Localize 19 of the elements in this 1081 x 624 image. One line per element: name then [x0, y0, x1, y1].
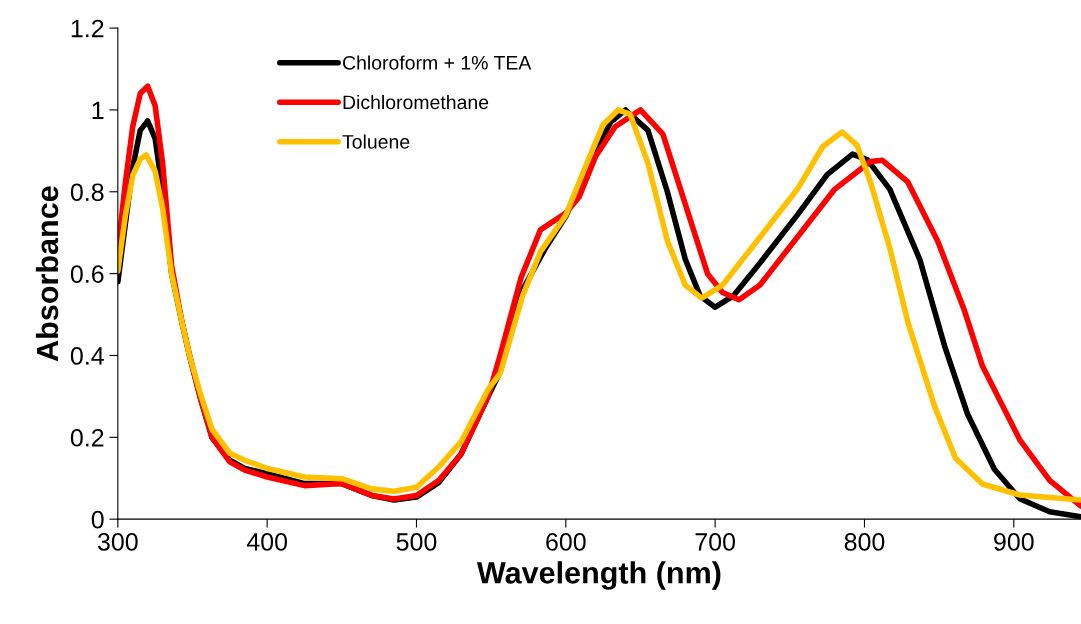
y-tick-label: 0.2	[70, 428, 104, 447]
y-tick-label: 0	[91, 510, 104, 529]
x-tick-label: 900	[994, 533, 1034, 551]
y-tick-label: 0.4	[70, 347, 104, 365]
x-tick-label: 800	[844, 533, 885, 551]
x-tick-label: 700	[695, 533, 736, 551]
y-tick-label: 1.2	[71, 19, 104, 38]
x-tick-label: 300	[97, 533, 138, 551]
x-tick-label: 400	[246, 533, 288, 551]
x-tick-label: 600	[546, 533, 586, 551]
legend-label: Toluene	[342, 134, 410, 149]
x-axis-title: Wavelength (nm)	[476, 561, 721, 590]
legend-label: Dichloromethane	[343, 94, 489, 110]
y-tick-label: 1	[92, 101, 104, 119]
y-tick-label: 0.6	[70, 265, 104, 283]
y-tick-label: 0.8	[70, 183, 104, 202]
y-axis-title: Absorbance	[35, 186, 59, 362]
legend-label: Chloroform + 1% TEA	[343, 55, 532, 70]
x-tick-label: 500	[396, 533, 437, 551]
